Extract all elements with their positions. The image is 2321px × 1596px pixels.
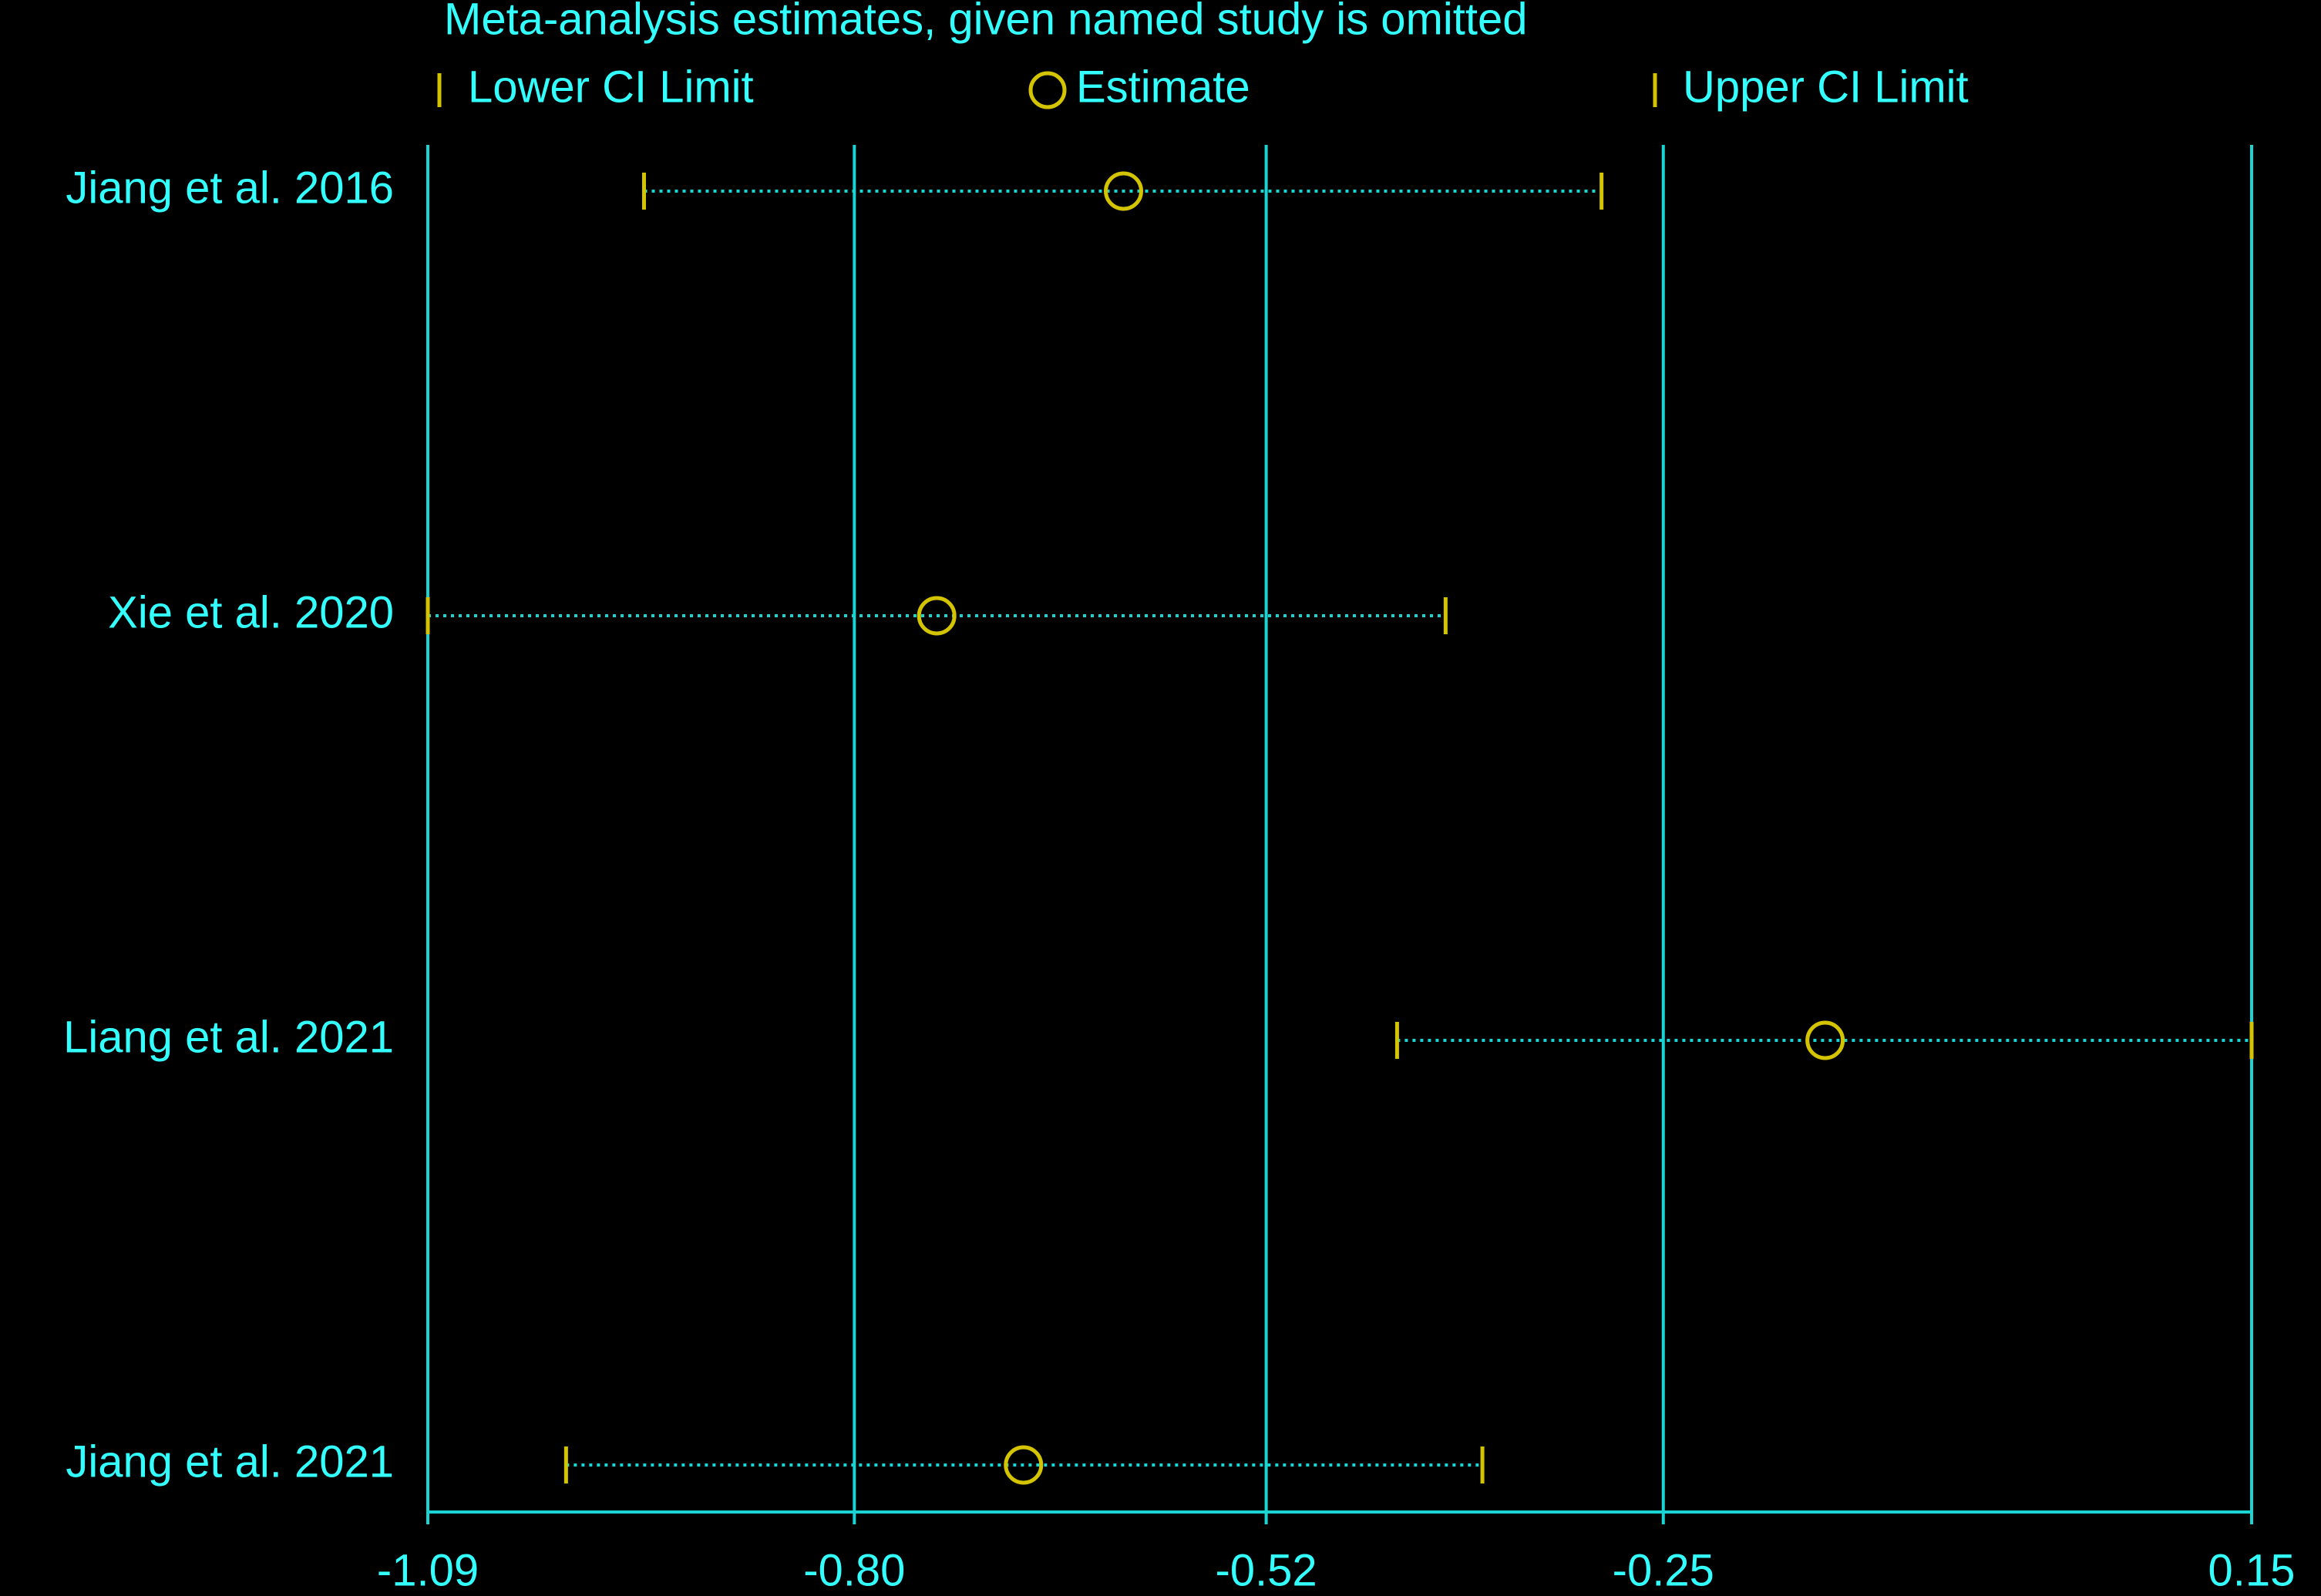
x-tick-label: -0.52 — [1215, 1545, 1317, 1595]
estimate-marker — [917, 596, 957, 636]
x-tick-label: -1.09 — [377, 1545, 479, 1595]
study-label: Xie et al. 2020 — [108, 587, 394, 637]
x-tick-label: -0.80 — [803, 1545, 905, 1595]
legend-label: Estimate — [1076, 62, 1250, 112]
legend-marker — [1028, 71, 1067, 109]
estimate-marker — [1805, 1020, 1845, 1060]
estimate-marker — [1104, 171, 1144, 211]
chart-title: Meta-analysis estimates, given named stu… — [444, 0, 1528, 44]
x-tick-label: -0.25 — [1613, 1545, 1714, 1595]
estimate-marker — [1004, 1445, 1044, 1485]
legend-label: Upper CI Limit — [1683, 62, 1969, 112]
x-tick-label: 0.15 — [2208, 1545, 2296, 1595]
study-label: Liang et al. 2021 — [63, 1012, 394, 1062]
study-label: Jiang et al. 2016 — [66, 163, 394, 213]
study-label: Jiang et al. 2021 — [66, 1436, 394, 1487]
legend-label: Lower CI Limit — [468, 62, 754, 112]
